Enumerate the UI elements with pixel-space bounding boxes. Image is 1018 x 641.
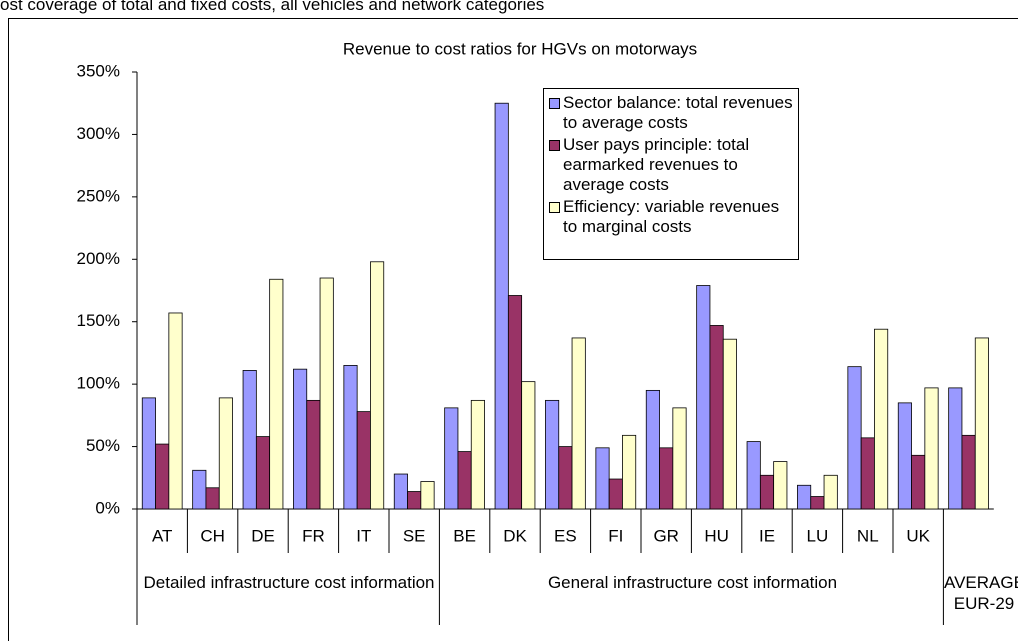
bar (457, 451, 472, 510)
bar (961, 434, 976, 510)
x-tick-label: FR (302, 526, 325, 545)
x-tick-label: SE (403, 526, 426, 545)
bar (407, 491, 422, 510)
bar (494, 102, 509, 510)
bar (218, 397, 233, 510)
legend-item: User pays principle: total earmarked rev… (549, 135, 796, 195)
x-tick-label: CH (200, 526, 225, 545)
y-tick-label: 100% (77, 374, 120, 393)
bar (205, 487, 220, 510)
x-tick-label: DK (503, 526, 527, 545)
bar (911, 454, 926, 510)
bar (507, 295, 523, 510)
bar (622, 434, 637, 510)
bar (393, 473, 408, 510)
bar (141, 397, 156, 510)
bar (797, 484, 812, 510)
legend-swatch (549, 140, 560, 151)
bar (319, 277, 334, 510)
bar (847, 366, 862, 510)
y-tick-label: 200% (77, 249, 120, 268)
y-tick-label: 250% (77, 186, 120, 205)
y-tick-label: 150% (77, 311, 120, 330)
bar (293, 368, 308, 510)
x-tick-label: UK (906, 526, 930, 545)
bar (948, 387, 963, 510)
legend-label: User pays principle: total earmarked rev… (563, 135, 750, 194)
chart-title: Revenue to cost ratios for HGVs on motor… (343, 39, 697, 58)
legend-label: Efficiency: variable revenues to margina… (563, 197, 780, 236)
x-tick-label: FI (608, 526, 623, 545)
bar (709, 325, 724, 510)
legend-swatch (549, 98, 560, 109)
group-label: AVERAGE EUR-29 (944, 573, 1018, 613)
bar (558, 446, 573, 510)
bar (242, 370, 257, 510)
bar (696, 285, 711, 510)
x-tick-label: BE (453, 526, 476, 545)
bar (608, 478, 623, 510)
x-tick-label: HU (704, 526, 729, 545)
x-tick-label: LU (807, 526, 829, 545)
bar (860, 437, 875, 510)
bar (571, 337, 586, 510)
x-tick-label: ES (554, 526, 577, 545)
bar (924, 387, 939, 510)
bar (168, 312, 183, 510)
bar (545, 399, 560, 510)
x-tick-label: AT (152, 526, 172, 545)
caption: ost coverage of total and fixed costs, a… (0, 0, 545, 14)
y-tick-label: 300% (77, 124, 120, 143)
group-label: Detailed infrastructure cost information (143, 573, 435, 592)
bar (722, 338, 737, 510)
bar (759, 474, 775, 510)
bar (874, 328, 889, 510)
y-tick-label: 0% (95, 498, 120, 517)
bar (773, 461, 788, 510)
bar (470, 399, 485, 510)
bar (810, 496, 825, 510)
bar (269, 278, 284, 510)
bar (823, 474, 838, 510)
bar (370, 261, 385, 510)
legend-item: Efficiency: variable revenues to margina… (549, 197, 796, 237)
bar (343, 365, 358, 510)
x-tick-label: GR (653, 526, 679, 545)
legend: Sector balance: total revenues to averag… (543, 88, 799, 260)
bar (595, 447, 610, 510)
legend-item: Sector balance: total revenues to averag… (549, 93, 796, 133)
bar (974, 337, 989, 510)
bar (645, 389, 660, 510)
x-tick-label: IT (356, 526, 371, 545)
bar (746, 441, 761, 510)
bar (356, 411, 371, 510)
x-tick-label: NL (857, 526, 879, 545)
bar (306, 399, 321, 510)
bar (192, 469, 207, 510)
x-tick-label: DE (251, 526, 275, 545)
legend-swatch (549, 202, 560, 213)
bar (521, 381, 536, 510)
bar (897, 402, 912, 510)
bar (420, 481, 435, 510)
group-label: General infrastructure cost information (547, 573, 838, 592)
legend-label: Sector balance: total revenues to averag… (563, 93, 793, 132)
x-tick-label: IE (759, 526, 775, 545)
bar (155, 443, 170, 510)
bar (255, 436, 271, 510)
bar (444, 407, 459, 510)
y-tick-label: 50% (86, 436, 120, 455)
y-tick-label: 350% (77, 61, 120, 80)
bar (672, 407, 687, 510)
bar (659, 447, 674, 510)
